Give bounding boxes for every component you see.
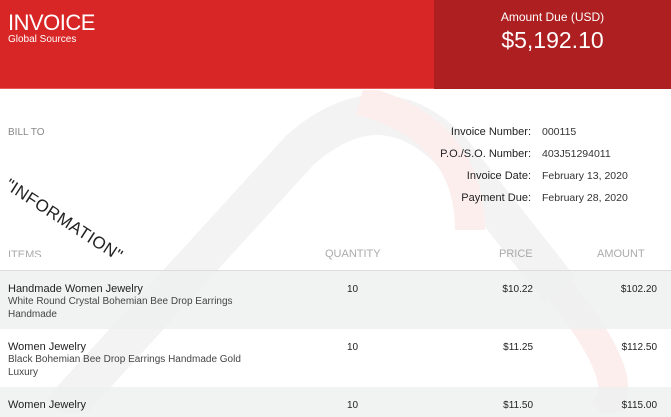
item-name: Women Jewelry (8, 341, 87, 353)
item-quantity: 10 (347, 342, 359, 353)
invoice-title: INVOICE (8, 10, 95, 35)
item-quantity: 10 (347, 400, 359, 411)
item-price: $10.22 (502, 284, 533, 295)
header-items: ITEMS (8, 249, 42, 257)
meta-po-number: P.O./S.O. Number: 403J51294011 (400, 143, 670, 165)
item-name: Handmade Women Jewelry (8, 283, 143, 295)
item-amount: $102.20 (620, 284, 657, 295)
item-description: White Round Crystal Bohemian Bee Drop Ea… (8, 296, 233, 320)
amount-due-label: Amount Due (USD) (500, 10, 605, 24)
meta-value: 000115 (542, 126, 577, 138)
meta-invoice-number: Invoice Number: 000115 (400, 121, 670, 143)
meta-label: P.O./S.O. Number: (440, 148, 531, 160)
item-price: $11.50 (503, 400, 533, 411)
amount-due-value: $5,192.10 (501, 27, 604, 53)
header-quantity: QUANTITY (325, 248, 381, 260)
meta-value: February 28, 2020 (542, 192, 628, 204)
meta-payment-due: Payment Due: February 28, 2020 (400, 187, 670, 209)
item-price: $11.25 (503, 342, 533, 353)
table-row: Women Jewelry Black Bohemian Bee Drop Ea… (0, 329, 671, 387)
meta-value: 403J51294011 (542, 148, 611, 160)
header-amount: AMOUNT (597, 248, 645, 260)
table-row: Women Jewelry 10 $11.50 $115.00 (0, 387, 671, 417)
item-amount: $115.00 (621, 400, 657, 411)
invoice-meta: Invoice Number: 000115 P.O./S.O. Number: 4… (400, 121, 670, 209)
meta-label: Invoice Date: (466, 170, 531, 182)
company-name: Global Sources (8, 34, 77, 45)
invoice-header: INVOICE Global Sources Amount Due (USD) … (0, 0, 671, 89)
meta-invoice-date: Invoice Date: February 13, 2020 (400, 165, 670, 187)
meta-value: February 13, 2020 (542, 170, 628, 182)
header-divider (0, 270, 671, 271)
meta-label: Payment Due: (461, 192, 531, 204)
table-row: Handmade Women Jewelry White Round Cryst… (0, 271, 671, 329)
header-price: PRICE (499, 248, 533, 260)
item-name: Women Jewelry (8, 399, 87, 411)
item-description: Black Bohemian Bee Drop Earrings Handmad… (8, 354, 241, 378)
item-amount: $112.50 (621, 342, 657, 353)
meta-label: Invoice Number: (450, 126, 531, 138)
bill-to-label: BILL TO (8, 127, 45, 138)
amount-due-box: Amount Due (USD) $5,192.10 (434, 0, 671, 89)
item-quantity: 10 (347, 284, 359, 295)
